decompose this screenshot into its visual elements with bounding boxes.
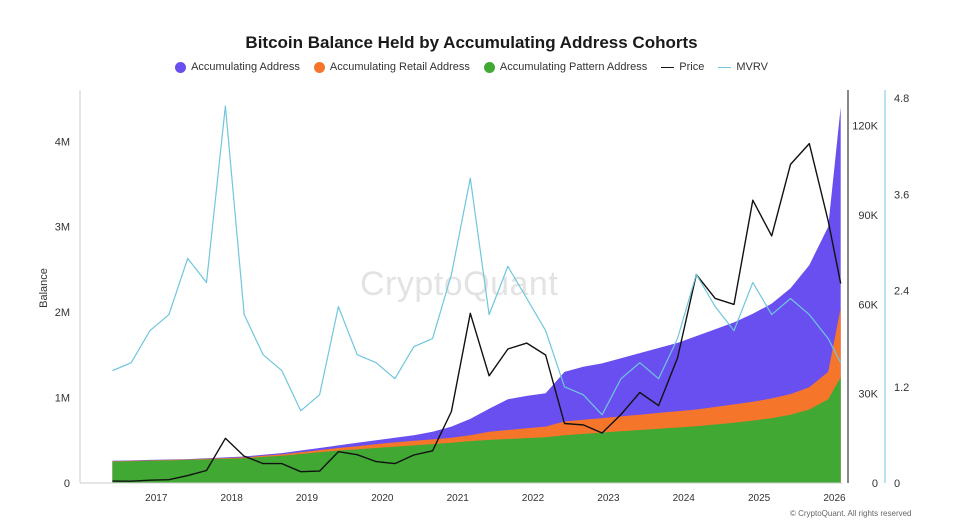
y-mvrv-tick-label: 0: [894, 478, 900, 490]
area-series-accumulating-pattern-address: [112, 377, 841, 483]
x-tick-label: 2022: [522, 493, 545, 504]
y-price-tick-label: 30K: [858, 389, 878, 401]
legend-label-accumulating-pattern-address: Accumulating Pattern Address: [499, 61, 648, 73]
y-mvrv-tick-label: 1.2: [894, 382, 909, 394]
y-left-tick-label: 1M: [55, 393, 70, 405]
x-tick-label: 2025: [748, 493, 771, 504]
y-price-tick-label: 120K: [852, 121, 878, 133]
x-tick-label: 2024: [673, 493, 696, 504]
watermark-logo: CryptoQuant: [360, 265, 559, 303]
legend-item-accumulating-retail-address[interactable]: Accumulating Retail Address: [313, 61, 470, 73]
x-tick-label: 2026: [823, 493, 846, 504]
legend-label-accumulating-address: Accumulating Address: [191, 61, 300, 73]
legend-marker-accumulating-pattern-address: [483, 61, 495, 73]
line-series-mvrv: [112, 105, 842, 416]
x-tick-label: 2017: [145, 493, 168, 504]
legend-item-mvrv[interactable]: MVRV: [718, 61, 768, 73]
y-price-tick-label: 90K: [858, 210, 878, 222]
legend-label-accumulating-retail-address: Accumulating Retail Address: [329, 61, 470, 73]
x-tick-label: 2018: [221, 493, 244, 504]
legend-label-mvrv: MVRV: [736, 61, 768, 73]
y-left-tick-label: 3M: [55, 222, 70, 234]
legend-marker-price: [661, 66, 675, 68]
legend: Accumulating Address Accumulating Retail…: [0, 61, 943, 73]
chart-title: Bitcoin Balance Held by Accumulating Add…: [245, 33, 698, 52]
legend-item-accumulating-address[interactable]: Accumulating Address: [175, 61, 300, 73]
copyright-credit: © CryptoQuant. All rights reserved: [790, 509, 912, 518]
y-left-tick-label: 2M: [55, 307, 70, 319]
axes-group: 2017 2018 2019 2020 2021 2022 2023 2024 2025 2026…: [38, 90, 909, 504]
y-left-tick-label: 0: [64, 478, 70, 490]
x-tick-label: 2023: [597, 493, 620, 504]
x-tick-label: 2020: [371, 493, 394, 504]
line-series-group: [112, 105, 842, 482]
legend-item-accumulating-pattern-address[interactable]: Accumulating Pattern Address: [483, 61, 648, 73]
area-series-group: [112, 107, 841, 483]
y-price-tick-label: 0: [872, 478, 878, 490]
legend-item-price[interactable]: Price: [661, 61, 704, 73]
line-series-price: [112, 142, 842, 482]
area-series-accumulating-address: [112, 107, 841, 483]
y-price-tick-label: 60K: [858, 299, 878, 311]
legend-label-price: Price: [679, 61, 705, 73]
y-axis-title: Balance: [38, 268, 50, 308]
y-mvrv-tick-label: 2.4: [894, 286, 909, 298]
legend-marker-accumulating-retail-address: [313, 61, 325, 73]
y-mvrv-tick-label: 4.8: [894, 93, 909, 105]
legend-marker-accumulating-address: [175, 61, 187, 73]
y-mvrv-tick-label: 3.6: [894, 189, 909, 201]
x-tick-label: 2019: [296, 493, 319, 504]
legend-marker-mvrv: [718, 66, 732, 68]
y-left-tick-label: 4M: [55, 136, 70, 148]
x-tick-label: 2021: [447, 493, 470, 504]
